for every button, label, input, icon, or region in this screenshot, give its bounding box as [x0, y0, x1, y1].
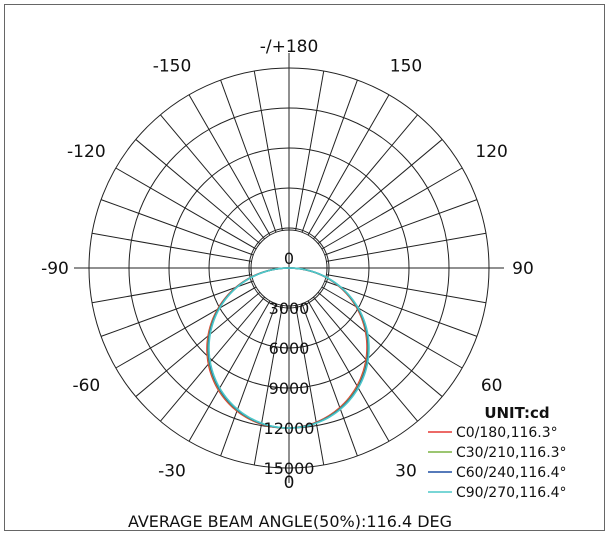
- angle-label: -120: [67, 142, 106, 162]
- radial-tick-label: 0: [284, 249, 294, 268]
- grid-spoke: [253, 70, 283, 231]
- chart-border: [4, 4, 605, 531]
- grid-spoke: [188, 94, 271, 236]
- angle-label: 120: [475, 142, 507, 162]
- radial-tick-labels: 0 3000 6000 9000 12000 15000: [264, 249, 315, 478]
- angle-label: -150: [153, 56, 192, 76]
- grid-spoke: [324, 199, 478, 256]
- grid-spoke: [295, 70, 325, 231]
- beam-angle-footer: AVERAGE BEAM ANGLE(50%):116.4 DEG: [127, 512, 453, 531]
- radial-tick-label: 3000: [269, 299, 310, 318]
- grid-spoke: [115, 167, 257, 250]
- grid-spoke: [321, 286, 463, 369]
- grid-spoke: [326, 274, 487, 304]
- legend-label: C0/180,116.3°: [456, 425, 558, 441]
- grid-spoke: [188, 300, 271, 442]
- grid-spoke: [115, 286, 257, 369]
- grid-spoke: [160, 114, 265, 240]
- grid-spoke: [91, 274, 252, 304]
- grid-spoke: [100, 280, 254, 337]
- legend: UNIT:cd C0/180,116.3° C30/210,116.3° C60/24…: [428, 404, 567, 501]
- grid-spoke: [220, 303, 277, 457]
- angle-label: -60: [72, 376, 100, 396]
- angle-label: -30: [158, 462, 186, 482]
- grid-spoke: [135, 139, 261, 244]
- grid-spoke: [317, 139, 443, 244]
- polar-grid: [74, 53, 504, 483]
- grid-spoke: [100, 199, 254, 256]
- angle-labels: -/+180 150 -150 120 -120 90 -90 60 -60 30 -30 0: [41, 37, 534, 493]
- angle-label: -90: [41, 259, 69, 279]
- grid-spoke: [321, 167, 463, 250]
- legend-label: C60/240,116.4°: [456, 465, 567, 481]
- grid-spoke: [253, 305, 283, 466]
- intensity-curves: [206, 267, 370, 429]
- grid-spoke: [301, 303, 358, 457]
- grid-spoke: [301, 79, 358, 233]
- grid-spoke: [317, 292, 443, 397]
- grid-spoke: [91, 232, 252, 262]
- angle-label: 150: [390, 56, 422, 76]
- radial-tick-label: 12000: [264, 419, 315, 438]
- grid-spoke: [307, 300, 390, 442]
- angle-label: 60: [481, 376, 503, 396]
- radial-tick-label: 15000: [264, 459, 315, 478]
- grid-spoke: [313, 114, 418, 240]
- angle-label: 0: [284, 473, 295, 493]
- legend-unit: UNIT:cd: [484, 404, 549, 422]
- radial-tick-label: 9000: [269, 379, 310, 398]
- grid-spoke: [160, 296, 265, 422]
- curve-c90-270: [208, 267, 370, 429]
- angle-label: -/+180: [260, 37, 319, 57]
- grid-spoke: [295, 305, 325, 466]
- legend-label: C90/270,116.4°: [456, 485, 567, 501]
- grid-spoke: [324, 280, 478, 337]
- grid-spoke: [326, 232, 487, 262]
- grid-spoke: [135, 292, 261, 397]
- grid-spoke: [307, 94, 390, 236]
- radial-tick-label: 6000: [269, 339, 310, 358]
- angle-label: 90: [512, 259, 534, 279]
- legend-label: C30/210,116.3°: [456, 445, 567, 461]
- grid-spoke: [220, 79, 277, 233]
- angle-label: 30: [395, 462, 417, 482]
